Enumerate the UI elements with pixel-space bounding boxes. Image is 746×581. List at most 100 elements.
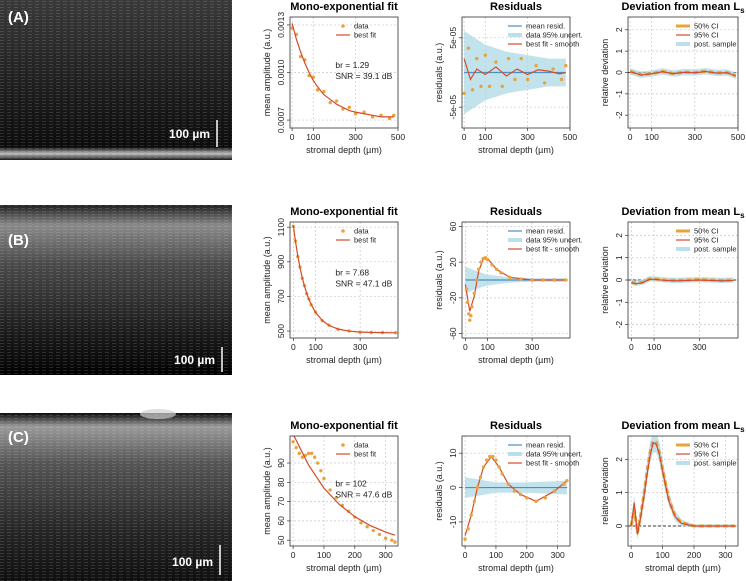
x-tick-label: 0 <box>290 132 295 142</box>
x-tick-label: 300 <box>718 550 732 560</box>
data-point <box>393 540 397 544</box>
data-point <box>485 257 490 262</box>
plot-frame <box>461 221 571 339</box>
x-tick-label: 300 <box>521 132 535 142</box>
plot-title: Residuals <box>490 420 542 432</box>
data-point <box>497 465 501 469</box>
y-tick-label: 1 <box>614 49 624 54</box>
data-point <box>484 458 489 462</box>
plot-frame <box>627 435 739 547</box>
plot-area <box>628 68 738 79</box>
y-tick-label: -1 <box>614 90 624 98</box>
legend-label: 95% CI <box>694 31 719 40</box>
legend-label: data 95% uncert. <box>526 31 583 40</box>
plot: 0 100 200 300 -10 0 10 Residuals stromal depth (… <box>434 420 583 573</box>
plot-frame <box>289 435 399 547</box>
plot: 0 100 300 -2 -1 0 1 2 Deviation from mean Ls rela… <box>600 206 745 352</box>
series-line <box>629 70 737 77</box>
y-axis-label: relative deviation <box>600 39 610 107</box>
y-axis-label: residuals (a.u.) <box>434 250 444 310</box>
x-tick-label: 0 <box>291 342 296 352</box>
legend-symbol <box>341 229 345 233</box>
x-tick-label: 200 <box>520 550 534 560</box>
image-panel-a: (A) 100 µm <box>0 0 232 160</box>
data-point <box>541 278 545 282</box>
data-point <box>334 99 339 103</box>
data-point <box>328 488 332 492</box>
data-point <box>479 260 483 264</box>
y-tick-label: 700 <box>276 289 286 303</box>
plot-area <box>290 23 396 121</box>
x-tick-label: 300 <box>379 550 393 560</box>
plot-frame <box>289 221 399 339</box>
data-point <box>494 267 499 271</box>
plot: 0 100 300 -60 -20 20 60 Residuals stromal depth … <box>434 206 583 365</box>
plot-title: Mono-exponential fit <box>290 206 398 218</box>
data-point <box>534 63 538 68</box>
y-tick-label: 1 <box>614 255 624 260</box>
x-tick-label: 500 <box>731 132 745 142</box>
plot-title: Deviation from mean Ls <box>621 1 745 15</box>
annotation: SNR = 47.6 dB <box>335 490 392 500</box>
annotation: SNR = 39.1 dB <box>335 71 392 81</box>
y-tick-label: 0 <box>614 70 624 75</box>
legend-label: best fit - smooth <box>526 245 579 254</box>
plot-title: Deviation from mean Ls <box>621 206 745 220</box>
data-point <box>387 116 392 121</box>
data-point <box>543 496 548 500</box>
x-tick-label: 0 <box>629 550 634 560</box>
data-point <box>359 521 363 525</box>
data-point <box>551 67 555 71</box>
x-tick-label: 300 <box>688 132 702 142</box>
legend-label: data 95% uncert. <box>526 450 583 459</box>
data-point <box>565 478 569 483</box>
data-point <box>312 455 317 459</box>
annotation: br = 102 <box>335 479 367 489</box>
data-point <box>468 318 472 322</box>
data-point <box>542 81 547 85</box>
data-point <box>519 56 523 61</box>
data-point <box>472 291 476 296</box>
data-point <box>383 536 388 540</box>
legend-label: post. sample <box>694 40 737 49</box>
y-tick-label: 70 <box>276 497 286 507</box>
y-axis-label: relative deviation <box>600 246 610 314</box>
data-point <box>506 56 511 61</box>
data-point <box>487 84 492 89</box>
y-tick-label: 0 <box>614 277 624 282</box>
y-tick-label: 0 <box>448 485 458 490</box>
plot-frame <box>627 16 739 129</box>
annotation: br = 1.29 <box>335 60 369 70</box>
image-panel-b: (B) 100 µm <box>0 205 232 375</box>
x-tick-label: 300 <box>692 342 706 352</box>
y-tick-label: 900 <box>276 254 286 268</box>
data-point <box>491 454 495 459</box>
y-tick-label: -60 <box>448 327 458 340</box>
plot-frame <box>461 435 571 547</box>
series-line <box>293 436 396 536</box>
data-point <box>392 113 396 118</box>
plot-frame <box>627 221 739 339</box>
legend-label: mean resid. <box>526 441 565 450</box>
data-point <box>506 482 510 486</box>
plot-title: Mono-exponential fit <box>290 420 398 432</box>
image-panel-c: (C) 100 µm <box>0 409 232 581</box>
plot-area <box>628 276 738 287</box>
y-tick-label: 60 <box>276 516 286 526</box>
scale-bar-label: 100 µm <box>172 555 213 569</box>
data-point <box>525 496 529 500</box>
y-tick-label: 1 <box>614 490 624 495</box>
y-tick-label: 5e-05 <box>448 27 458 49</box>
data-point <box>564 63 568 68</box>
series-line <box>463 58 566 81</box>
data-point <box>466 46 471 50</box>
legend-label: best fit <box>354 31 377 40</box>
data-point <box>490 263 494 267</box>
title-subscript: s <box>740 211 745 220</box>
series-line <box>464 455 568 536</box>
data-point <box>481 465 486 469</box>
series-line <box>631 278 734 285</box>
data-point <box>519 277 523 281</box>
legend-label: 95% CI <box>694 236 719 245</box>
